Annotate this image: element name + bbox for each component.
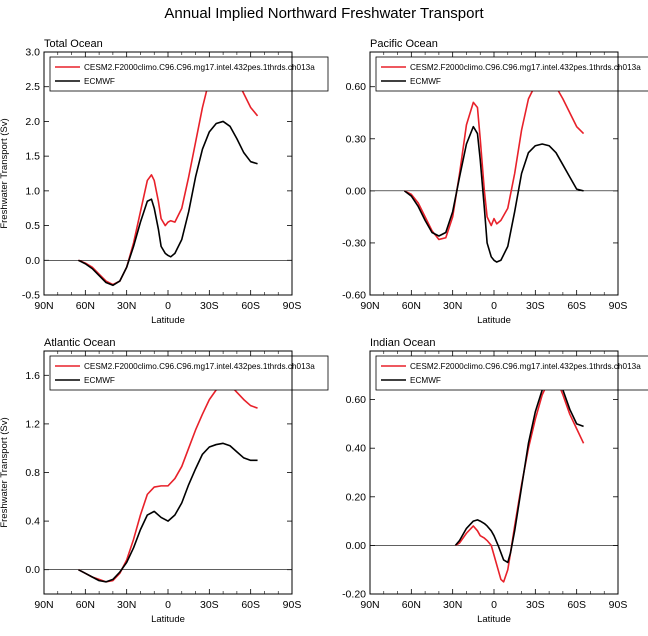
x-tick-label: 0 [165,300,171,312]
chart-panel-0: Total Ocean 90N 60N 30N 0 30S 60S 90S -0.5 0.0 0.5… [0,38,329,326]
y-tick-label: 0.20 [346,491,367,503]
chart-panel-2: Atlantic Ocean 90N 60N 30N 0 30S 60S 90S 0.0 0.4 0… [0,337,329,625]
y-tick-label: 0.60 [346,81,367,93]
x-tick-label: 30N [443,300,462,312]
y-tick-label: 0.0 [25,255,40,267]
x-tick-label: 90N [34,300,53,312]
legend-entry: ECMWF [410,77,441,86]
legend-entry: ECMWF [84,77,115,86]
x-tick-label: 60S [241,599,260,611]
y-tick-label: 2.0 [25,116,40,128]
y-tick-label: 0.0 [25,564,40,576]
x-tick-label: 90N [360,599,379,611]
x-axis-label: Latitude [477,614,511,625]
model-series-line [78,383,258,583]
legend: CESM2.F2000climo.C96.C96.mg17.intel.432p… [375,56,648,92]
y-tick-label: 1.5 [25,151,40,163]
y-tick-label: 0.40 [346,443,367,455]
model-series-line [78,60,259,286]
ecmwf-series-line [454,374,584,564]
y-tick-label: 1.6 [25,370,40,382]
y-axis-label: Freshwater Transport (Sv) [0,417,10,527]
y-tick-label: 0.30 [346,133,367,145]
chart-panel-3: Indian Ocean 90N 60N 30N 0 30S 60S 90S -0.20 0.00… [342,337,648,625]
plot-frame [43,350,293,595]
x-tick-label: 0 [165,599,171,611]
panel-title: Atlantic Ocean [44,337,116,349]
legend-entry: CESM2.F2000climo.C96.C96.mg17.intel.432p… [410,63,641,72]
y-tick-label: -0.30 [342,237,366,249]
ecmwf-series-line [403,125,584,263]
y-tick-label: -0.20 [342,589,366,601]
y-tick-label: 0.5 [25,220,40,232]
x-tick-label: 90S [283,300,302,312]
legend: CESM2.F2000climo.C96.C96.mg17.intel.432p… [49,355,329,391]
legend-box [375,355,648,391]
y-tick-label: 0.4 [25,516,40,528]
plot-frame [43,51,293,296]
panel-title: Pacific Ocean [370,38,438,50]
legend-entry: CESM2.F2000climo.C96.C96.mg17.intel.432p… [410,362,641,371]
legend-entry: CESM2.F2000climo.C96.C96.mg17.intel.432p… [84,362,315,371]
y-tick-label: 1.2 [25,418,40,430]
legend-entry: ECMWF [410,376,441,385]
x-tick-label: 60N [76,300,95,312]
x-tick-label: 30S [526,300,545,312]
x-tick-label: 90S [609,599,628,611]
legend: CESM2.F2000climo.C96.C96.mg17.intel.432p… [49,56,329,92]
x-tick-label: 0 [491,300,497,312]
legend-box [375,56,648,92]
y-tick-label: -0.60 [342,290,366,302]
x-tick-label: 60S [567,300,586,312]
x-tick-label: 90S [283,599,302,611]
ecmwf-series-line [78,120,258,287]
x-axis-label: Latitude [477,315,511,326]
model-series-line [404,78,585,241]
y-axis-label: Freshwater Transport (Sv) [0,118,10,228]
x-tick-label: 0 [491,599,497,611]
chart-panels: Total Ocean 90N 60N 30N 0 30S 60S 90S -0.5 0.0 0.5… [0,38,648,625]
x-tick-label: 60N [402,599,421,611]
x-tick-label: 30S [200,300,219,312]
x-tick-label: 90N [34,599,53,611]
panel-title: Indian Ocean [370,337,435,349]
plot-frame [369,350,619,595]
legend-box [49,355,329,391]
y-tick-label: 0.8 [25,467,40,479]
y-tick-label: 2.5 [25,81,40,93]
plot-frame [369,51,619,296]
figure-title: Annual Implied Northward Freshwater Tran… [164,5,484,22]
x-tick-label: 60N [76,599,95,611]
x-tick-label: 90N [360,300,379,312]
x-tick-label: 60N [402,300,421,312]
x-tick-label: 60S [567,599,586,611]
x-tick-label: 60S [241,300,260,312]
y-tick-label: 1.0 [25,185,40,197]
y-tick-label: -0.5 [22,290,40,302]
y-tick-label: 0.00 [346,540,367,552]
x-axis-label: Latitude [151,614,185,625]
legend-entry: CESM2.F2000climo.C96.C96.mg17.intel.432p… [84,63,315,72]
y-tick-label: 3.0 [25,47,40,59]
x-tick-label: 30N [117,300,136,312]
chart-panel-1: Pacific Ocean 90N 60N 30N 0 30S 60S 90S -0.60 -0.… [342,38,648,326]
x-tick-label: 30N [117,599,136,611]
legend-entry: ECMWF [84,376,115,385]
x-tick-label: 90S [609,300,628,312]
model-series-line [455,374,585,583]
y-tick-label: 0.00 [346,185,367,197]
x-tick-label: 30S [526,599,545,611]
ecmwf-series-line [78,442,258,583]
x-tick-label: 30N [443,599,462,611]
x-tick-label: 30S [200,599,219,611]
legend: CESM2.F2000climo.C96.C96.mg17.intel.432p… [375,355,648,391]
y-tick-label: 0.60 [346,394,367,406]
legend-box [49,56,329,92]
x-axis-label: Latitude [151,315,185,326]
panel-title: Total Ocean [44,38,103,50]
